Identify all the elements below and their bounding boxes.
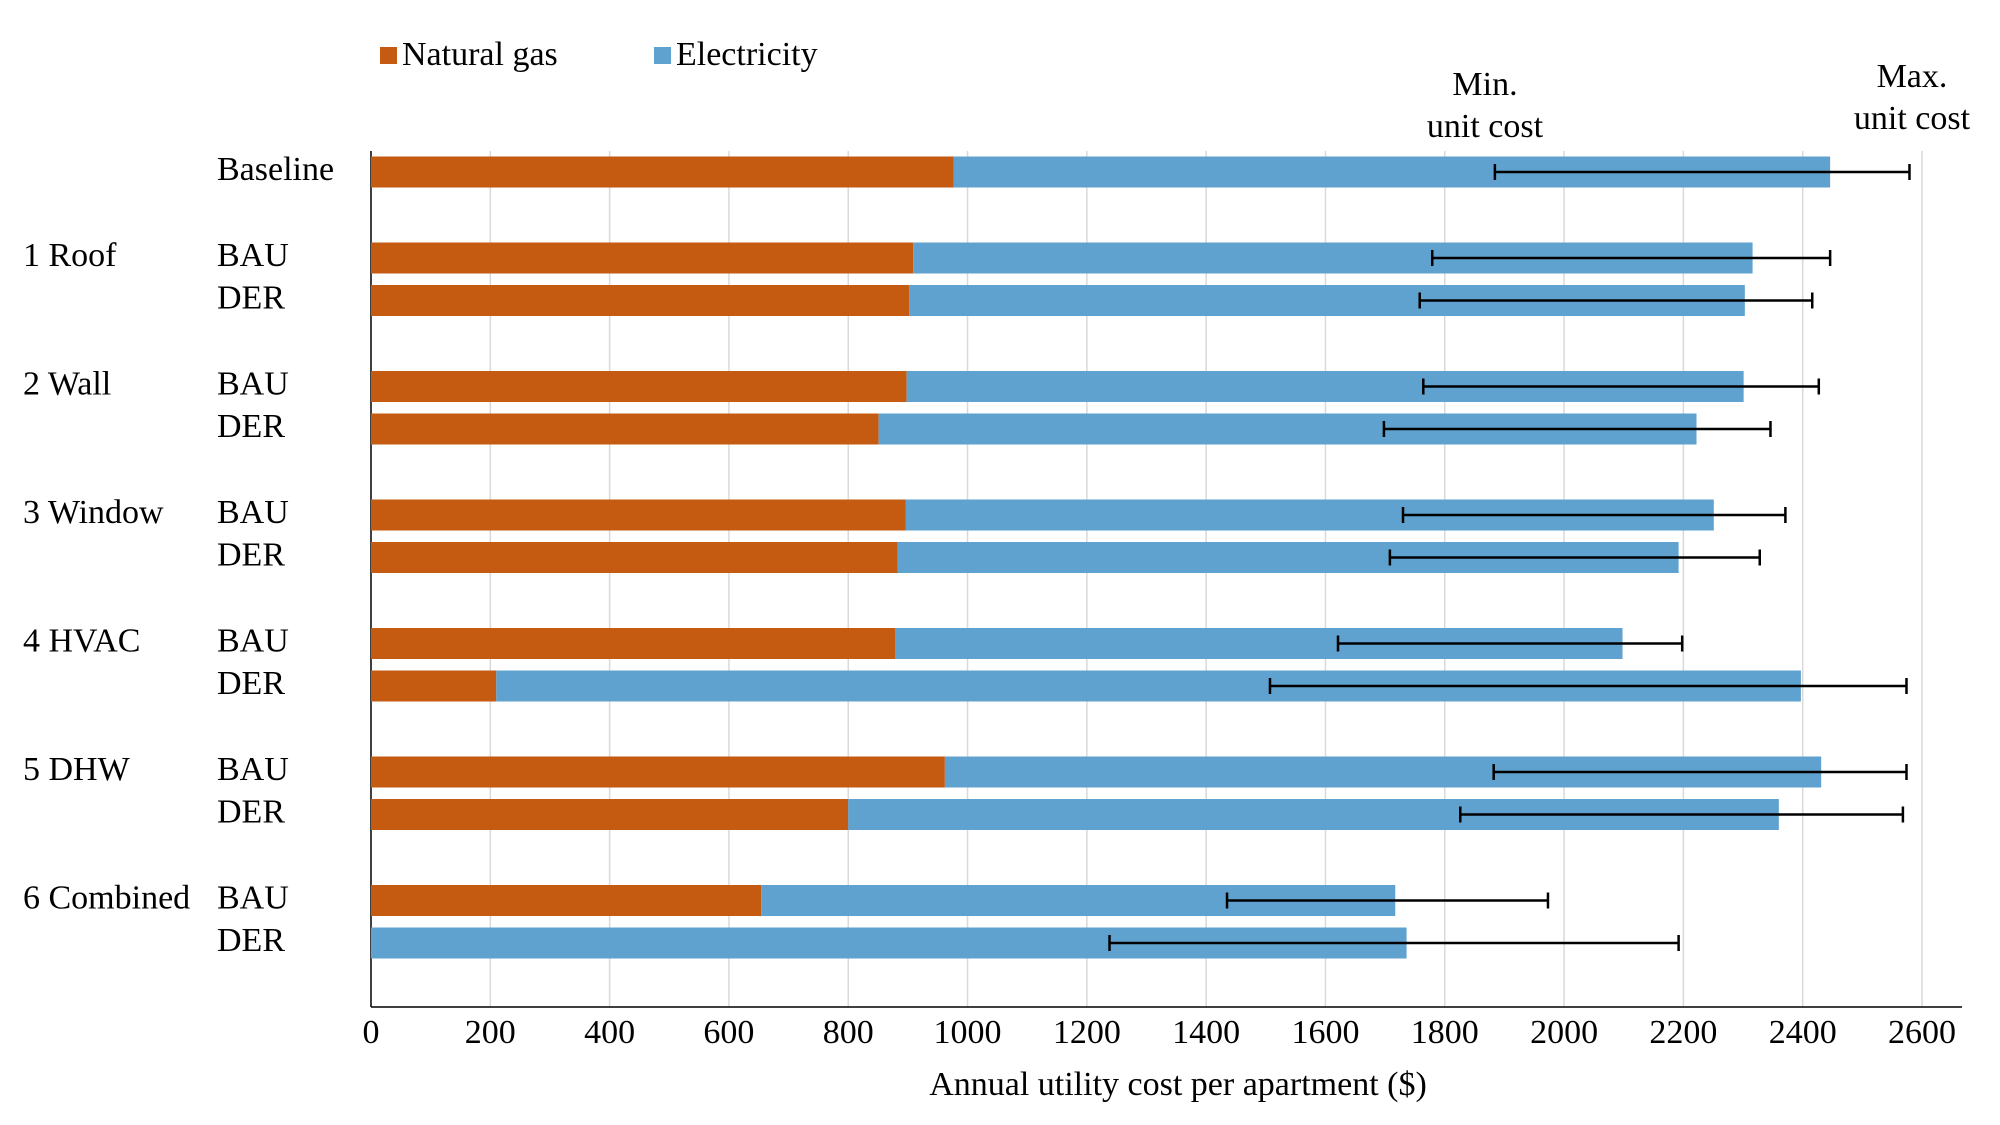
bar-segment	[371, 285, 910, 316]
x-tick-label: 1800	[1411, 1014, 1479, 1051]
category-label: DER	[217, 408, 285, 445]
group-label: 2 Wall	[23, 365, 111, 402]
category-label: DER	[217, 922, 285, 959]
x-tick-label: 1000	[934, 1014, 1002, 1051]
category-label: DER	[217, 279, 285, 316]
group-label: 3 Window	[23, 494, 164, 531]
x-tick-label: 2000	[1530, 1014, 1598, 1051]
category-label: Baseline	[217, 151, 334, 188]
error-bar	[1225, 892, 1550, 909]
bar-segment	[371, 242, 914, 274]
x-tick-label: 0	[363, 1014, 380, 1051]
bar-segment	[371, 885, 762, 916]
error-bar	[1418, 292, 1814, 309]
annotation: unit cost	[1854, 100, 1971, 137]
annotation: Max.	[1877, 58, 1948, 95]
group-label: 4 HVAC	[23, 622, 140, 659]
group-label: 5 DHW	[23, 751, 131, 788]
category-label: BAU	[217, 237, 289, 274]
x-tick-label: 600	[703, 1014, 754, 1051]
error-bar	[1388, 549, 1761, 566]
category-label: BAU	[217, 879, 289, 916]
x-tick-label: 1200	[1053, 1014, 1121, 1051]
x-tick-label: 2200	[1649, 1014, 1717, 1051]
error-bar	[1459, 806, 1905, 823]
bar-segment	[371, 499, 906, 531]
x-tick-label: 1600	[1291, 1014, 1359, 1051]
bar-segment	[371, 670, 497, 702]
bar-segment	[371, 371, 907, 402]
bar-segment	[371, 542, 898, 573]
legend-label: Electricity	[676, 36, 818, 73]
x-tick-label: 2600	[1888, 1014, 1956, 1051]
annotation: unit cost	[1427, 108, 1544, 145]
group-label: 1 Roof	[23, 237, 117, 274]
x-tick-label: 2400	[1769, 1014, 1837, 1051]
category-label: BAU	[217, 494, 289, 531]
error-bar	[1382, 421, 1772, 437]
category-label: DER	[217, 793, 285, 830]
error-bar	[1430, 250, 1832, 266]
x-tick-label: 800	[823, 1014, 874, 1051]
error-bar	[1268, 678, 1908, 694]
bar-segment	[371, 156, 954, 188]
category-label: DER	[217, 665, 285, 702]
error-bar	[1492, 764, 1908, 780]
x-tick-label: 200	[465, 1014, 516, 1051]
x-axis-title: Annual utility cost per apartment ($)	[929, 1066, 1427, 1103]
bar-segment	[371, 628, 896, 659]
bar-segment	[371, 413, 879, 445]
category-label: DER	[217, 536, 285, 573]
x-tick-label: 1400	[1172, 1014, 1240, 1051]
category-label: BAU	[217, 365, 289, 402]
category-label: BAU	[217, 751, 289, 788]
error-bar	[1108, 935, 1680, 951]
legend-swatch	[654, 47, 671, 64]
annotation: Min.	[1452, 66, 1517, 103]
error-bar	[1493, 164, 1911, 180]
error-bar	[1422, 378, 1821, 395]
legend-swatch	[380, 47, 397, 64]
x-tick-label: 400	[584, 1014, 635, 1051]
error-bar	[1401, 507, 1787, 523]
group-label: 6 Combined	[23, 879, 190, 916]
category-label: BAU	[217, 622, 289, 659]
legend-label: Natural gas	[402, 36, 558, 73]
error-bar	[1336, 635, 1684, 652]
bar-segment	[371, 799, 849, 830]
bar-segment	[371, 756, 945, 788]
